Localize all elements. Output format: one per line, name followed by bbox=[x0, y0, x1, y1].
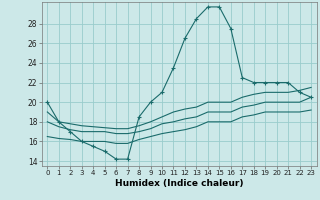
X-axis label: Humidex (Indice chaleur): Humidex (Indice chaleur) bbox=[115, 179, 244, 188]
